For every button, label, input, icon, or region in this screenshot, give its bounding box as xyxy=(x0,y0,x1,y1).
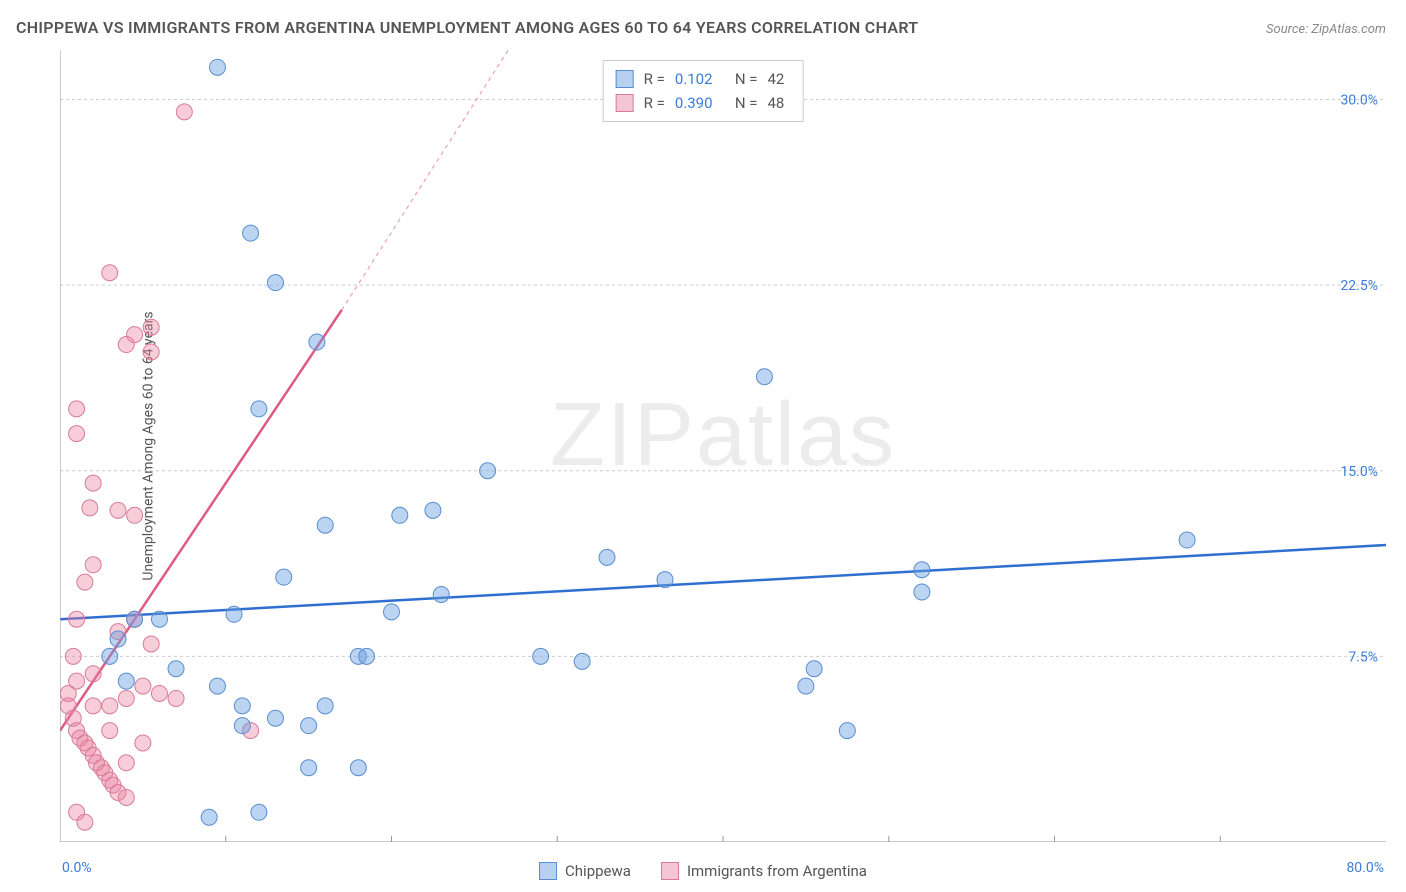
source-attribution: Source: ZipAtlas.com xyxy=(1266,22,1386,37)
legend-swatch-icon xyxy=(539,862,557,880)
x-axis-min-label: 0.0% xyxy=(62,860,92,876)
r-label: R = xyxy=(644,91,665,115)
chart-title: CHIPPEWA VS IMMIGRANTS FROM ARGENTINA UN… xyxy=(16,18,918,37)
legend-item-argentina: Immigrants from Argentina xyxy=(661,862,867,880)
correlation-legend: R = 0.102 N = 42 R = 0.390 N = 48 xyxy=(603,60,804,122)
n-value-argentina: 48 xyxy=(767,91,784,115)
chart-plot-area: 7.5%15.0%22.5%30.0% ZIPatlas xyxy=(60,50,1386,842)
n-value-chippewa: 42 xyxy=(767,67,784,91)
r-value-argentina: 0.390 xyxy=(675,91,725,115)
series-legend: Chippewa Immigrants from Argentina xyxy=(539,862,867,880)
r-value-chippewa: 0.102 xyxy=(675,67,725,91)
n-label: N = xyxy=(735,91,758,115)
legend-swatch-icon xyxy=(661,862,679,880)
legend-row-argentina: R = 0.390 N = 48 xyxy=(616,91,785,115)
svg-text:15.0%: 15.0% xyxy=(1340,464,1378,480)
legend-row-chippewa: R = 0.102 N = 42 xyxy=(616,67,785,91)
scatter-svg: 7.5% 15.0% 22.5% 30.0% xyxy=(60,50,1386,842)
legend-item-chippewa: Chippewa xyxy=(539,862,631,880)
legend-label-argentina: Immigrants from Argentina xyxy=(687,862,867,880)
n-label: N = xyxy=(735,67,758,91)
svg-text:22.5%: 22.5% xyxy=(1340,278,1378,294)
legend-swatch-argentina xyxy=(616,94,634,112)
r-label: R = xyxy=(644,67,665,91)
svg-text:7.5%: 7.5% xyxy=(1348,649,1378,665)
x-axis-max-label: 80.0% xyxy=(1346,860,1384,876)
legend-label-chippewa: Chippewa xyxy=(565,862,631,880)
svg-text:30.0%: 30.0% xyxy=(1340,93,1378,109)
legend-swatch-chippewa xyxy=(616,70,634,88)
